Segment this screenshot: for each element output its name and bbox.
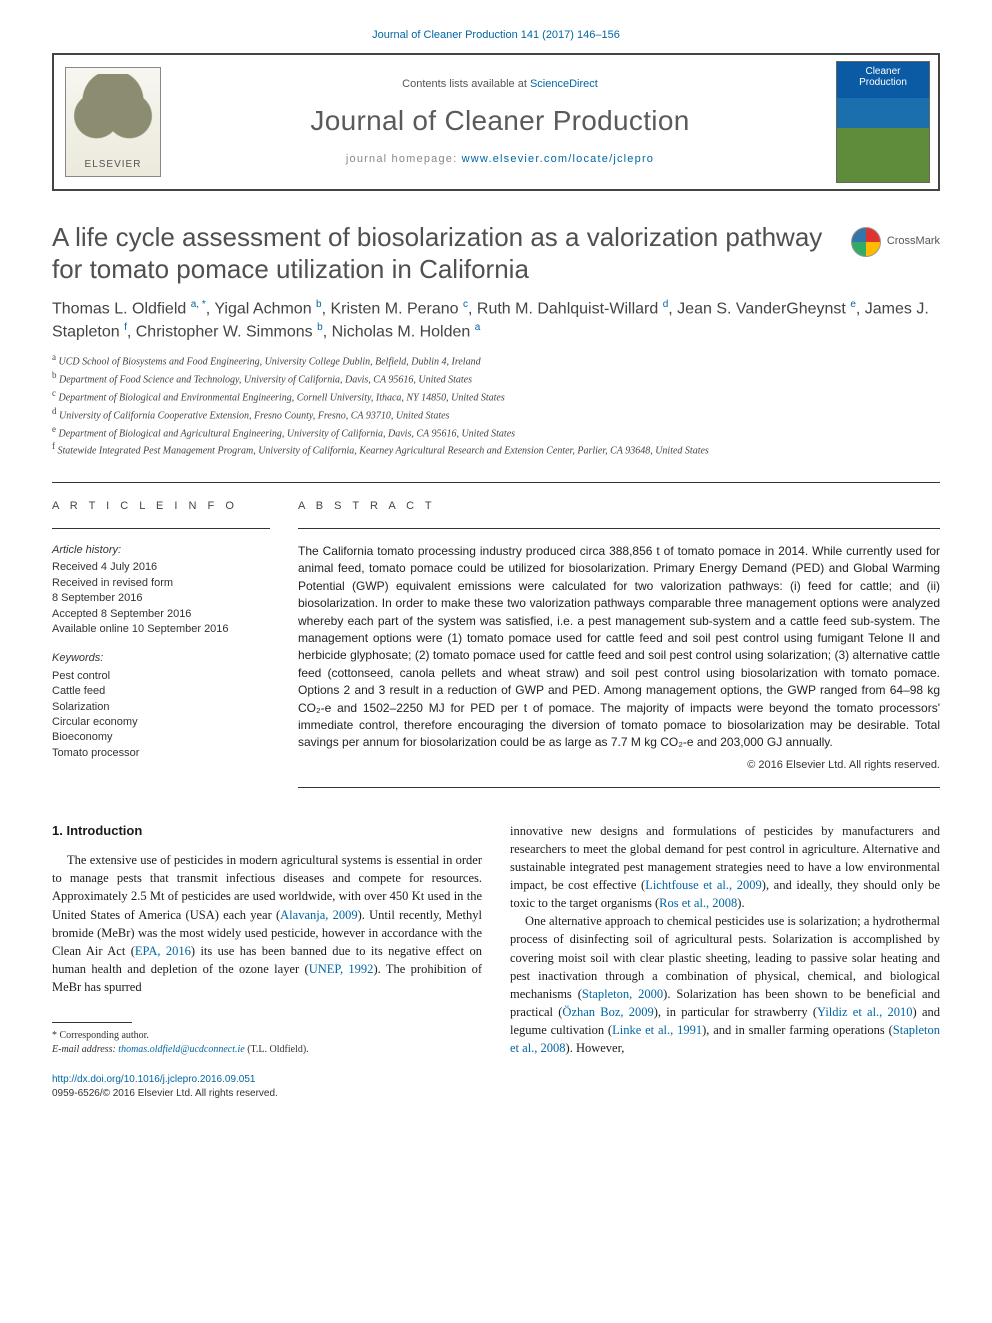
citation-link[interactable]: UNEP, 1992 — [309, 962, 374, 976]
article-info-label: A R T I C L E I N F O — [52, 499, 270, 514]
crossmark-badge[interactable]: CrossMark — [851, 227, 940, 257]
journal-homepage-line: journal homepage: www.elsevier.com/locat… — [346, 152, 654, 167]
author-email[interactable]: thomas.oldfield@ucdconnect.ie — [118, 1044, 244, 1055]
keyword: Pest control — [52, 669, 270, 684]
footnote-divider — [52, 1022, 132, 1023]
affiliation: d University of California Cooperative E… — [52, 405, 940, 423]
intro-right-text: innovative new designs and formulations … — [510, 822, 940, 1058]
corresponding-author: * Corresponding author. — [52, 1029, 482, 1043]
doi-block: http://dx.doi.org/10.1016/j.jclepro.2016… — [52, 1073, 940, 1100]
citation-link[interactable]: Stapleton, 2000 — [582, 987, 663, 1001]
history-line: Received in revised form — [52, 576, 270, 591]
keyword: Tomato processor — [52, 746, 270, 761]
keywords-heading: Keywords: — [52, 651, 270, 666]
affiliation: e Department of Biological and Agricultu… — [52, 423, 940, 441]
affiliation: b Department of Food Science and Technol… — [52, 369, 940, 387]
affiliation: c Department of Biological and Environme… — [52, 387, 940, 405]
keyword: Solarization — [52, 700, 270, 715]
keyword: Bioeconomy — [52, 730, 270, 745]
abstract-text: The California tomato processing industr… — [298, 543, 940, 752]
abstract-label: A B S T R A C T — [298, 499, 940, 514]
history-lines: Received 4 July 2016Received in revised … — [52, 560, 270, 637]
cover-slot — [828, 55, 938, 189]
divider — [52, 528, 270, 529]
journal-header: Contents lists available at ScienceDirec… — [52, 53, 940, 191]
citation-link[interactable]: Yildiz et al., 2010 — [817, 1005, 913, 1019]
issn-copyright: 0959-6526/© 2016 Elsevier Ltd. All right… — [52, 1087, 940, 1101]
history-heading: Article history: — [52, 543, 270, 558]
keywords-list: Pest controlCattle feedSolarizationCircu… — [52, 669, 270, 761]
intro-right-column: innovative new designs and formulations … — [510, 822, 940, 1058]
crossmark-label: CrossMark — [887, 234, 940, 249]
intro-heading: 1. Introduction — [52, 822, 482, 840]
intro-left-text: The extensive use of pesticides in moder… — [52, 851, 482, 996]
divider — [298, 528, 940, 529]
history-line: Accepted 8 September 2016 — [52, 607, 270, 622]
citation-link[interactable]: Linke et al., 1991 — [612, 1023, 702, 1037]
history-line: Available online 10 September 2016 — [52, 622, 270, 637]
article-title: A life cycle assessment of biosolarizati… — [52, 221, 839, 286]
intro-left-column: 1. Introduction The extensive use of pes… — [52, 822, 482, 1058]
email-line: E-mail address: thomas.oldfield@ucdconne… — [52, 1043, 482, 1057]
contents-prefix: Contents lists available at — [402, 78, 530, 90]
journal-name: Journal of Cleaner Production — [310, 102, 689, 140]
divider — [298, 787, 940, 788]
contents-available: Contents lists available at ScienceDirec… — [402, 77, 598, 92]
email-suffix: (T.L. Oldfield). — [245, 1044, 309, 1055]
citation-link[interactable]: Özhan Boz, 2009 — [562, 1005, 653, 1019]
abstract-column: A B S T R A C T The California tomato pr… — [298, 499, 940, 787]
top-citation[interactable]: Journal of Cleaner Production 141 (2017)… — [52, 28, 940, 43]
citation-link[interactable]: Ros et al., 2008 — [659, 896, 737, 910]
citation-link[interactable]: Lichtfouse et al., 2009 — [645, 878, 762, 892]
sciencedirect-link[interactable]: ScienceDirect — [530, 78, 598, 90]
abstract-copyright: © 2016 Elsevier Ltd. All rights reserved… — [298, 758, 940, 773]
authors-list: Thomas L. Oldfield a, *, Yigal Achmon b,… — [52, 298, 940, 343]
article-info-column: A R T I C L E I N F O Article history: R… — [52, 499, 270, 787]
history-line: 8 September 2016 — [52, 591, 270, 606]
citation-link[interactable]: Alavanja, 2009 — [280, 908, 357, 922]
crossmark-icon — [851, 227, 881, 257]
journal-cover-icon — [836, 61, 930, 183]
affiliation: a UCD School of Biosystems and Food Engi… — [52, 351, 940, 369]
homepage-prefix: journal homepage: — [346, 153, 462, 165]
email-label: E-mail address: — [52, 1044, 118, 1055]
affiliation: f Statewide Integrated Pest Management P… — [52, 440, 940, 458]
journal-homepage-url[interactable]: www.elsevier.com/locate/jclepro — [462, 153, 654, 165]
elsevier-tree-icon — [65, 67, 161, 177]
publisher-logo-slot — [54, 55, 172, 189]
citation-link[interactable]: EPA, 2016 — [135, 944, 191, 958]
affiliations-list: a UCD School of Biosystems and Food Engi… — [52, 351, 940, 458]
keyword: Cattle feed — [52, 684, 270, 699]
citation-link[interactable]: Stapleton et al., 2008 — [510, 1023, 940, 1055]
history-line: Received 4 July 2016 — [52, 560, 270, 575]
keyword: Circular economy — [52, 715, 270, 730]
doi-url[interactable]: http://dx.doi.org/10.1016/j.jclepro.2016… — [52, 1073, 940, 1087]
